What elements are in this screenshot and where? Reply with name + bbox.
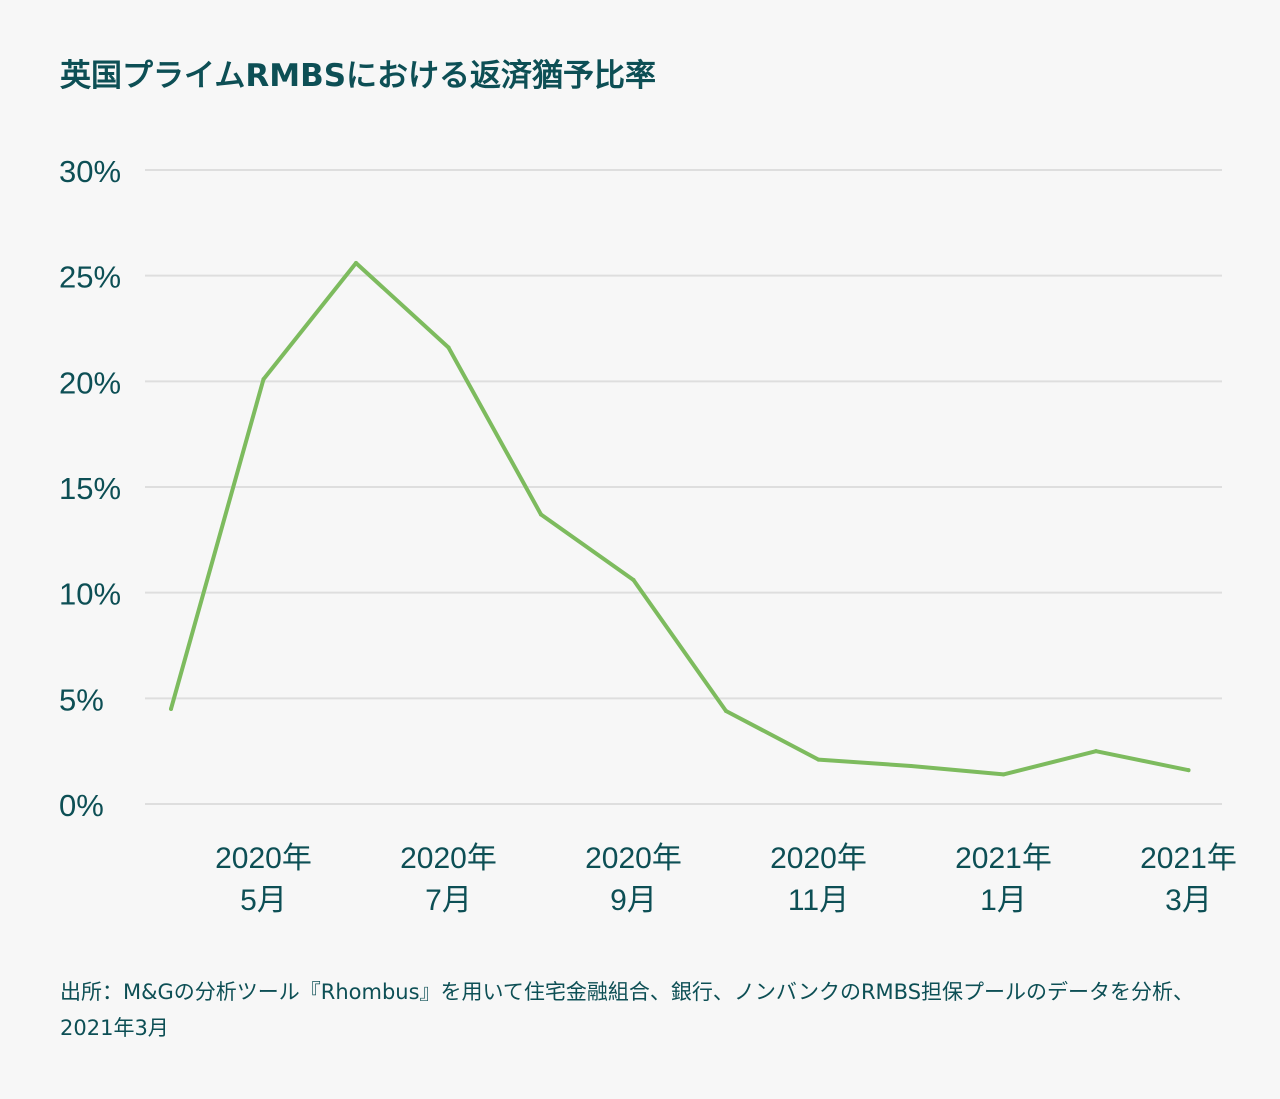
data-point — [909, 763, 913, 768]
x-tick-year: 2020年 — [400, 842, 497, 875]
x-tick-year: 2020年 — [215, 842, 312, 875]
x-tick-month: 5月 — [240, 884, 287, 917]
y-tick-label: 0% — [59, 788, 104, 823]
data-point — [724, 709, 728, 714]
y-axis-ticks: 30% 25% 20% 15% 10% 5% 0% — [59, 154, 121, 823]
x-tick-month: 1月 — [980, 884, 1027, 917]
y-tick-label: 25% — [59, 260, 121, 295]
y-tick-label: 20% — [59, 365, 121, 400]
data-point — [354, 260, 358, 265]
x-tick-month: 9月 — [610, 884, 657, 917]
x-axis-ticks: 2020年5月2020年7月2020年9月2020年11月2021年1月2021… — [215, 842, 1237, 917]
chart-title: 英国プライムRMBSにおける返済猶予比率 — [60, 58, 657, 94]
y-tick-label: 30% — [59, 154, 121, 189]
data-point — [1094, 749, 1098, 754]
data-point — [446, 345, 451, 350]
data-point — [169, 706, 173, 711]
data-point — [261, 377, 266, 382]
data-point — [1001, 772, 1006, 777]
x-tick-label: 2020年 11月 — [770, 842, 867, 917]
data-point — [816, 757, 821, 762]
x-tick-label: 2021年 3月 — [1140, 842, 1237, 917]
series-layer — [169, 260, 1191, 777]
y-tick-label: 15% — [59, 471, 121, 506]
x-tick-label: 2020年 5月 — [215, 842, 312, 917]
x-tick-label: 2020年 7月 — [400, 842, 497, 917]
x-tick-label: 2020年 9月 — [585, 842, 682, 917]
x-tick-month: 3月 — [1165, 884, 1212, 917]
grid-lines — [145, 169, 1222, 805]
data-point — [1186, 768, 1191, 773]
line-chart: 30% 25% 20% 15% 10% 5% 0% 2020年 5月 2020年 7月 2020年 9… — [59, 154, 1237, 917]
x-tick-month: 7月 — [425, 884, 472, 917]
data-point — [539, 512, 543, 517]
source-note: 出所：M&Gの分析ツール『Rhombus』を用いて住宅金融組合、銀行、ノンバンク… — [60, 980, 1195, 1040]
y-tick-label: 5% — [59, 682, 104, 717]
x-tick-year: 2021年 — [955, 842, 1052, 875]
x-tick-month: 11月 — [788, 884, 849, 917]
data-point — [631, 577, 636, 582]
x-tick-year: 2020年 — [770, 842, 867, 875]
series-line — [169, 261, 1191, 777]
x-tick-year: 2021年 — [1140, 842, 1237, 875]
x-tick-year: 2020年 — [585, 842, 682, 875]
x-tick-label: 2021年 1月 — [955, 842, 1052, 917]
y-tick-label: 10% — [59, 577, 121, 612]
